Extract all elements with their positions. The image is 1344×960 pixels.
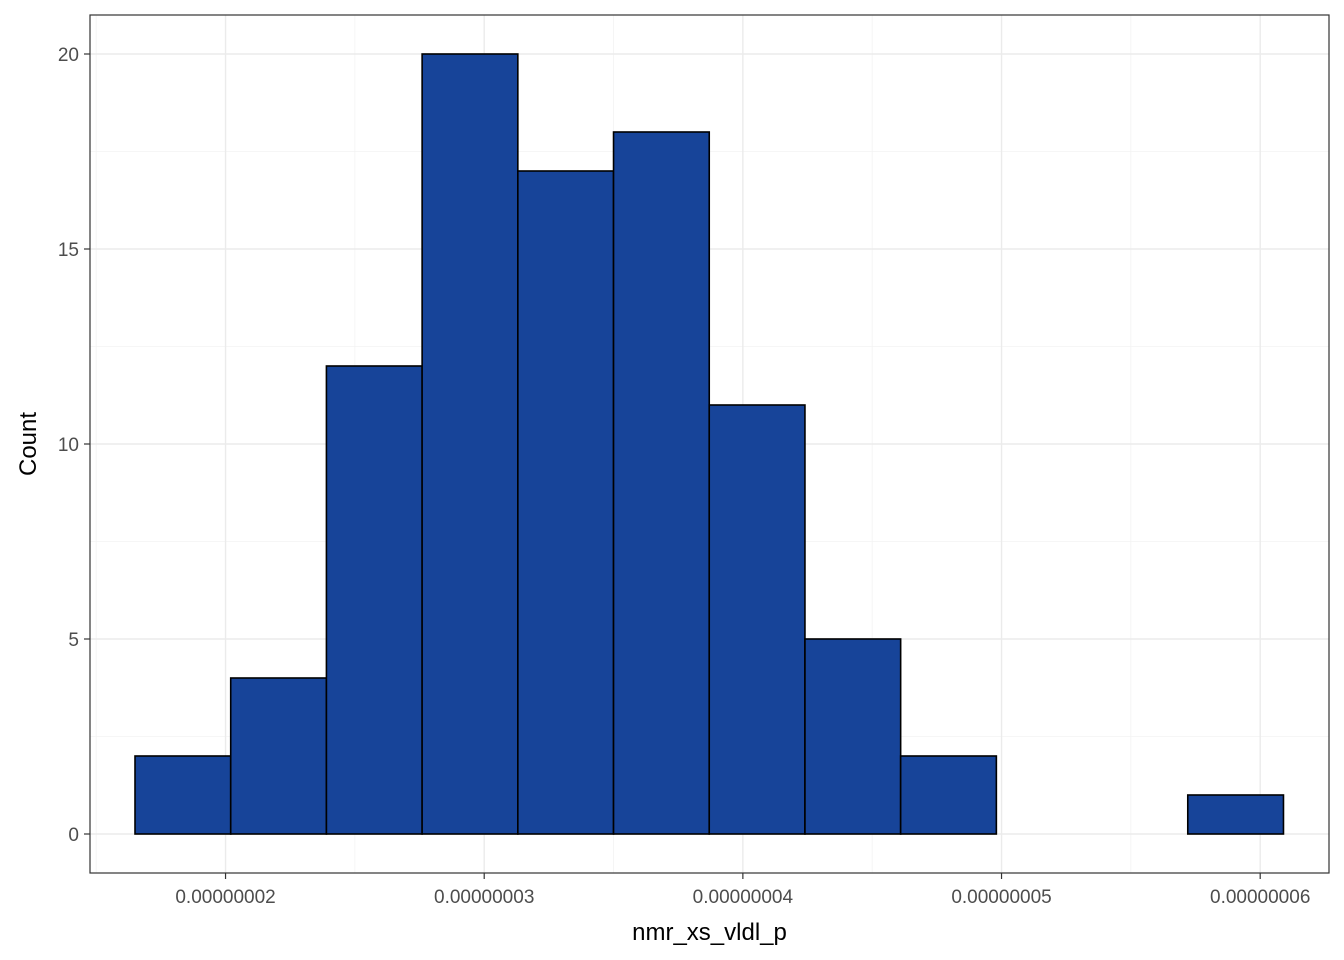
- histogram-bar: [517, 170, 615, 835]
- x-axis-ticks: 0.00000002 0.00000003 0.00000004 0.00000005…: [175, 873, 1310, 908]
- y-tick-label: 5: [68, 630, 79, 651]
- y-tick-label: 20: [58, 45, 79, 66]
- histogram-bar: [708, 404, 806, 835]
- y-tick-label: 0: [68, 825, 79, 846]
- histogram-bar: [1186, 794, 1285, 835]
- x-tick-label: 0.00000005: [951, 887, 1051, 908]
- y-tick-label: 10: [58, 435, 79, 456]
- x-axis-title: nmr_xs_vldl_p: [632, 919, 787, 946]
- y-axis-ticks: 0 5 10 15 20: [58, 45, 90, 846]
- histogram-bar: [899, 755, 998, 835]
- x-tick-label: 0.00000003: [434, 887, 534, 908]
- histogram-bar: [229, 677, 328, 835]
- histogram-bar: [325, 365, 423, 835]
- histogram-bars: [134, 53, 1285, 835]
- histogram-bar: [421, 53, 519, 835]
- histogram-bar: [804, 638, 902, 835]
- x-tick-label: 0.00000004: [693, 887, 794, 908]
- histogram-bar: [134, 755, 232, 835]
- x-tick-label: 0.00000002: [175, 887, 275, 908]
- histogram-bar: [612, 131, 711, 835]
- y-tick-label: 15: [58, 240, 79, 261]
- x-tick-label: 0.00000006: [1210, 887, 1310, 908]
- y-axis-title: Count: [15, 412, 42, 476]
